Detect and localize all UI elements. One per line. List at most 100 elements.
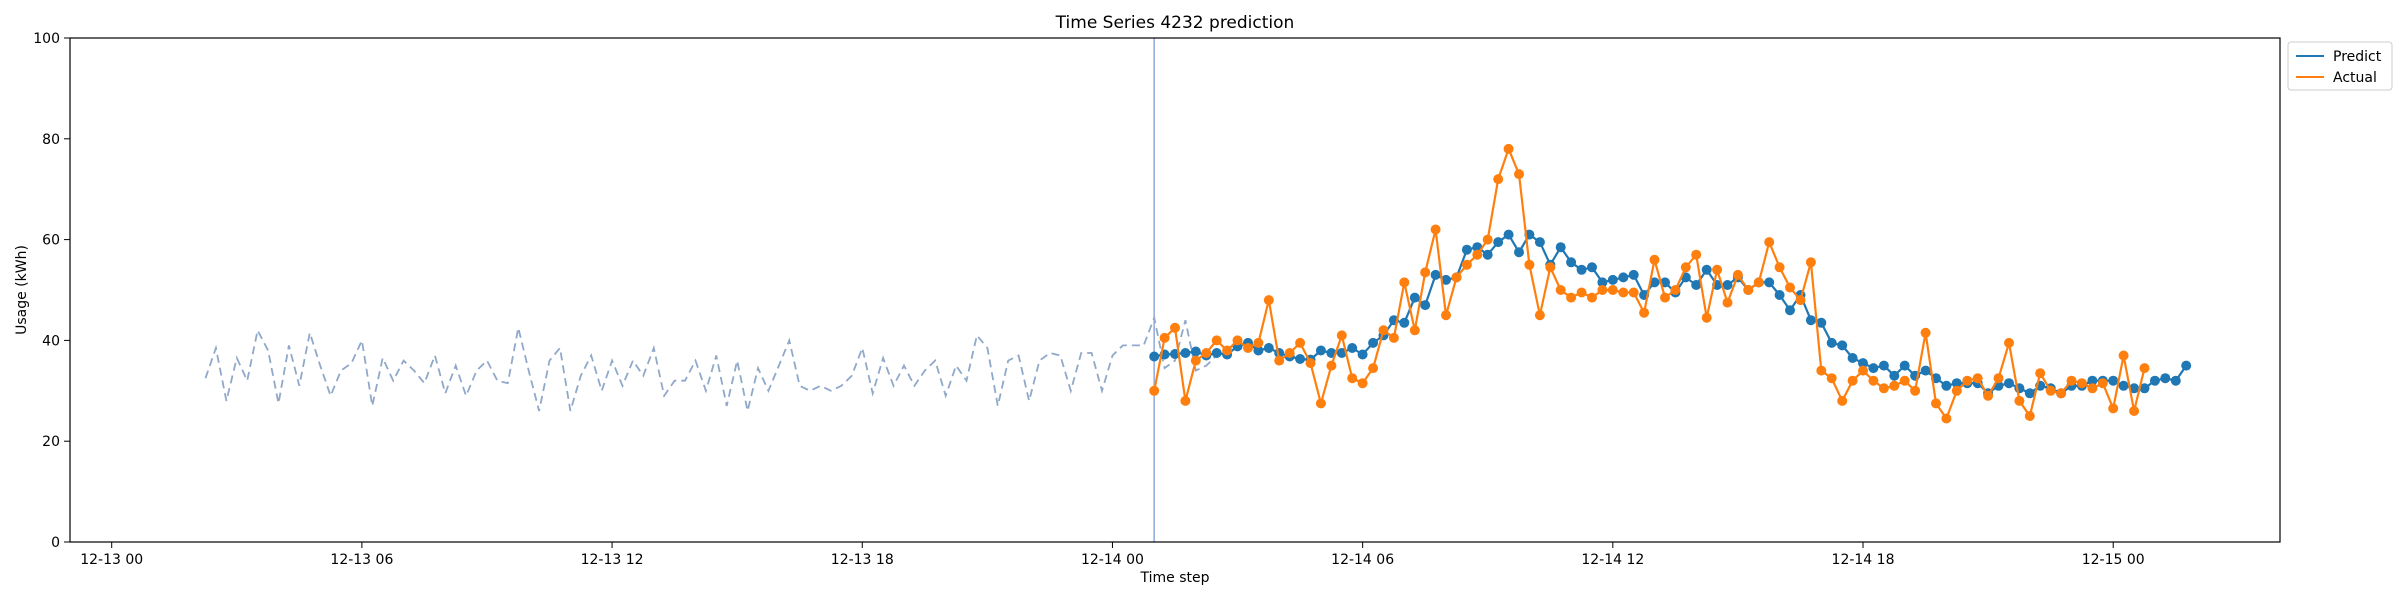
history-series-line	[204, 314, 1218, 412]
actual-point	[1712, 264, 1723, 275]
predict-point	[2170, 375, 2181, 386]
actual-point	[1983, 390, 1994, 401]
predict-point	[1566, 257, 1577, 268]
predict-point	[2118, 380, 2129, 391]
y-tick-label: 100	[33, 31, 60, 47]
actual-point	[1190, 355, 1201, 366]
actual-point	[1858, 365, 1868, 376]
predict-point	[1461, 244, 1472, 255]
actual-point	[1388, 332, 1399, 343]
actual-point	[1889, 380, 1900, 391]
actual-point	[1722, 297, 1733, 308]
predict-point	[1399, 317, 1410, 328]
predict-point	[1149, 351, 1160, 362]
actual-point	[1868, 375, 1879, 386]
x-tick-label: 12-15 00	[2082, 552, 2145, 568]
x-tick-label: 12-13 00	[80, 552, 143, 568]
predict-point	[1597, 277, 1608, 288]
predict-point	[1587, 262, 1597, 273]
predict-point	[1764, 277, 1775, 288]
actual-point	[1566, 292, 1577, 303]
actual-point	[1253, 337, 1264, 348]
predict-point	[1190, 346, 1201, 357]
actual-point	[1472, 249, 1483, 260]
legend-actual-label: Actual	[2333, 70, 2377, 86]
x-tick-label: 12-14 12	[1581, 552, 1644, 568]
predict-point	[1514, 247, 1524, 258]
actual-point	[1201, 348, 1212, 358]
predict-point	[1441, 274, 1451, 285]
actual-point	[1149, 385, 1160, 396]
predict-point	[1691, 280, 1702, 290]
actual-point	[2108, 403, 2119, 414]
chart-title: Time Series 4232 prediction	[1055, 13, 1295, 33]
actual-point	[1274, 355, 1285, 366]
actual-point	[1284, 348, 1295, 358]
predict-point	[2024, 388, 2035, 399]
actual-point	[1441, 310, 1451, 321]
actual-point	[2024, 411, 2035, 421]
actual-point	[1315, 398, 1326, 409]
actual-point	[1920, 327, 1931, 338]
predict-point	[1211, 348, 1222, 358]
predict-point	[1263, 343, 1274, 353]
actual-point	[1493, 174, 1504, 185]
predict-point	[1534, 237, 1545, 248]
x-tick-label: 12-14 18	[1832, 552, 1895, 568]
actual-point	[1607, 285, 1618, 295]
predict-point	[1576, 264, 1587, 275]
predict-point	[1826, 337, 1837, 348]
actual-point	[1170, 322, 1180, 333]
actual-point	[1430, 224, 1441, 235]
actual-point	[1399, 277, 1410, 288]
actual-point	[2097, 378, 2108, 389]
predict-point	[1847, 353, 1858, 363]
actual-point	[1587, 292, 1597, 303]
actual-point	[1368, 363, 1379, 374]
predict-point	[1503, 229, 1514, 240]
predict-point	[1409, 292, 1420, 303]
actual-point	[1295, 337, 1306, 348]
predict-point	[1336, 348, 1347, 358]
predict-point	[1941, 380, 1952, 391]
actual-point	[1482, 234, 1493, 245]
actual-point	[2118, 350, 2129, 361]
predict-point	[2160, 373, 2171, 384]
predict-point	[1816, 317, 1827, 328]
actual-point	[1743, 285, 1754, 295]
predict-series-line	[1153, 233, 2188, 395]
predict-point	[1920, 365, 1931, 376]
predict-point	[1555, 242, 1566, 253]
predict-point	[1368, 337, 1379, 348]
actual-point	[1847, 375, 1858, 386]
actual-point	[1409, 325, 1420, 336]
actual-point	[1837, 395, 1848, 406]
actual-point	[1795, 295, 1806, 306]
predict-point	[1482, 249, 1493, 260]
actual-point	[2004, 337, 2014, 348]
actual-point	[1639, 307, 1650, 318]
predict-point	[1295, 354, 1306, 364]
actual-point	[1451, 272, 1462, 283]
actual-point	[1357, 378, 1368, 389]
predict-point	[2139, 383, 2150, 394]
actual-point	[1680, 262, 1691, 273]
actual-point	[1461, 259, 1472, 270]
x-tick-label: 12-13 06	[330, 552, 393, 568]
actual-point	[2014, 395, 2025, 406]
predict-point	[1858, 358, 1868, 369]
actual-point	[2076, 378, 2087, 389]
actual-point	[1899, 375, 1910, 386]
actual-point	[1524, 259, 1535, 270]
actual-point	[1701, 312, 1712, 323]
predict-point	[1701, 264, 1712, 275]
actual-point	[1816, 365, 1827, 376]
actual-point	[2045, 385, 2056, 396]
actual-point	[1420, 267, 1431, 278]
legend: Predict Actual	[2287, 41, 2393, 91]
actual-point	[1785, 282, 1795, 293]
predict-point	[1774, 290, 1785, 300]
predict-point	[1357, 349, 1368, 360]
predict-point	[1785, 305, 1795, 316]
actual-point	[1159, 332, 1170, 343]
